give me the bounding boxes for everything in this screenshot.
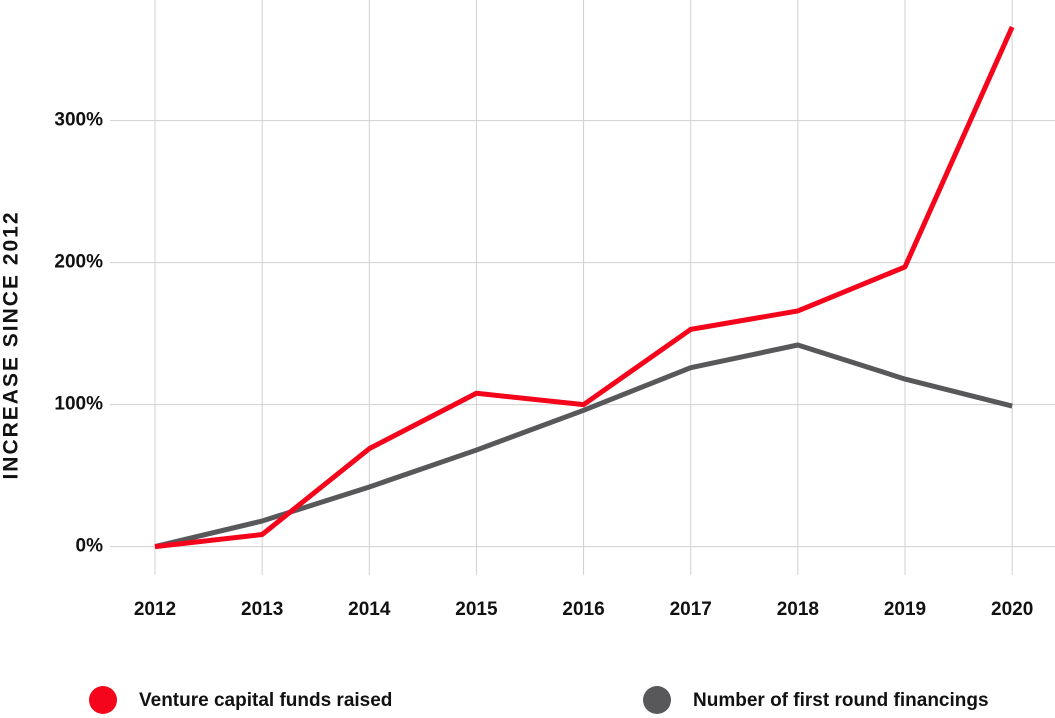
legend-marker <box>643 686 671 714</box>
x-tick-label: 2020 <box>991 599 1033 620</box>
series-line <box>154 25 1015 550</box>
y-axis-label: INCREASE SINCE 2012 <box>0 210 23 479</box>
x-tick-label: 2015 <box>455 599 498 620</box>
legend-marker <box>89 686 117 714</box>
x-tick-label: 2017 <box>670 599 712 620</box>
series-line <box>154 342 1013 550</box>
y-tick-label: 200% <box>54 252 103 273</box>
legend-label: Number of first round financings <box>693 690 989 711</box>
y-tick-label: 300% <box>54 110 103 131</box>
y-tick-label: 100% <box>54 394 103 415</box>
x-tick-label: 2012 <box>134 599 176 620</box>
y-tick-label: 0% <box>76 536 104 557</box>
x-tick-label: 2019 <box>884 599 926 620</box>
x-tick-label: 2013 <box>241 599 283 620</box>
x-tick-label: 2016 <box>562 599 604 620</box>
legend-label: Venture capital funds raised <box>139 690 392 711</box>
x-tick-label: 2018 <box>777 599 819 620</box>
x-tick-label: 2014 <box>348 599 391 620</box>
